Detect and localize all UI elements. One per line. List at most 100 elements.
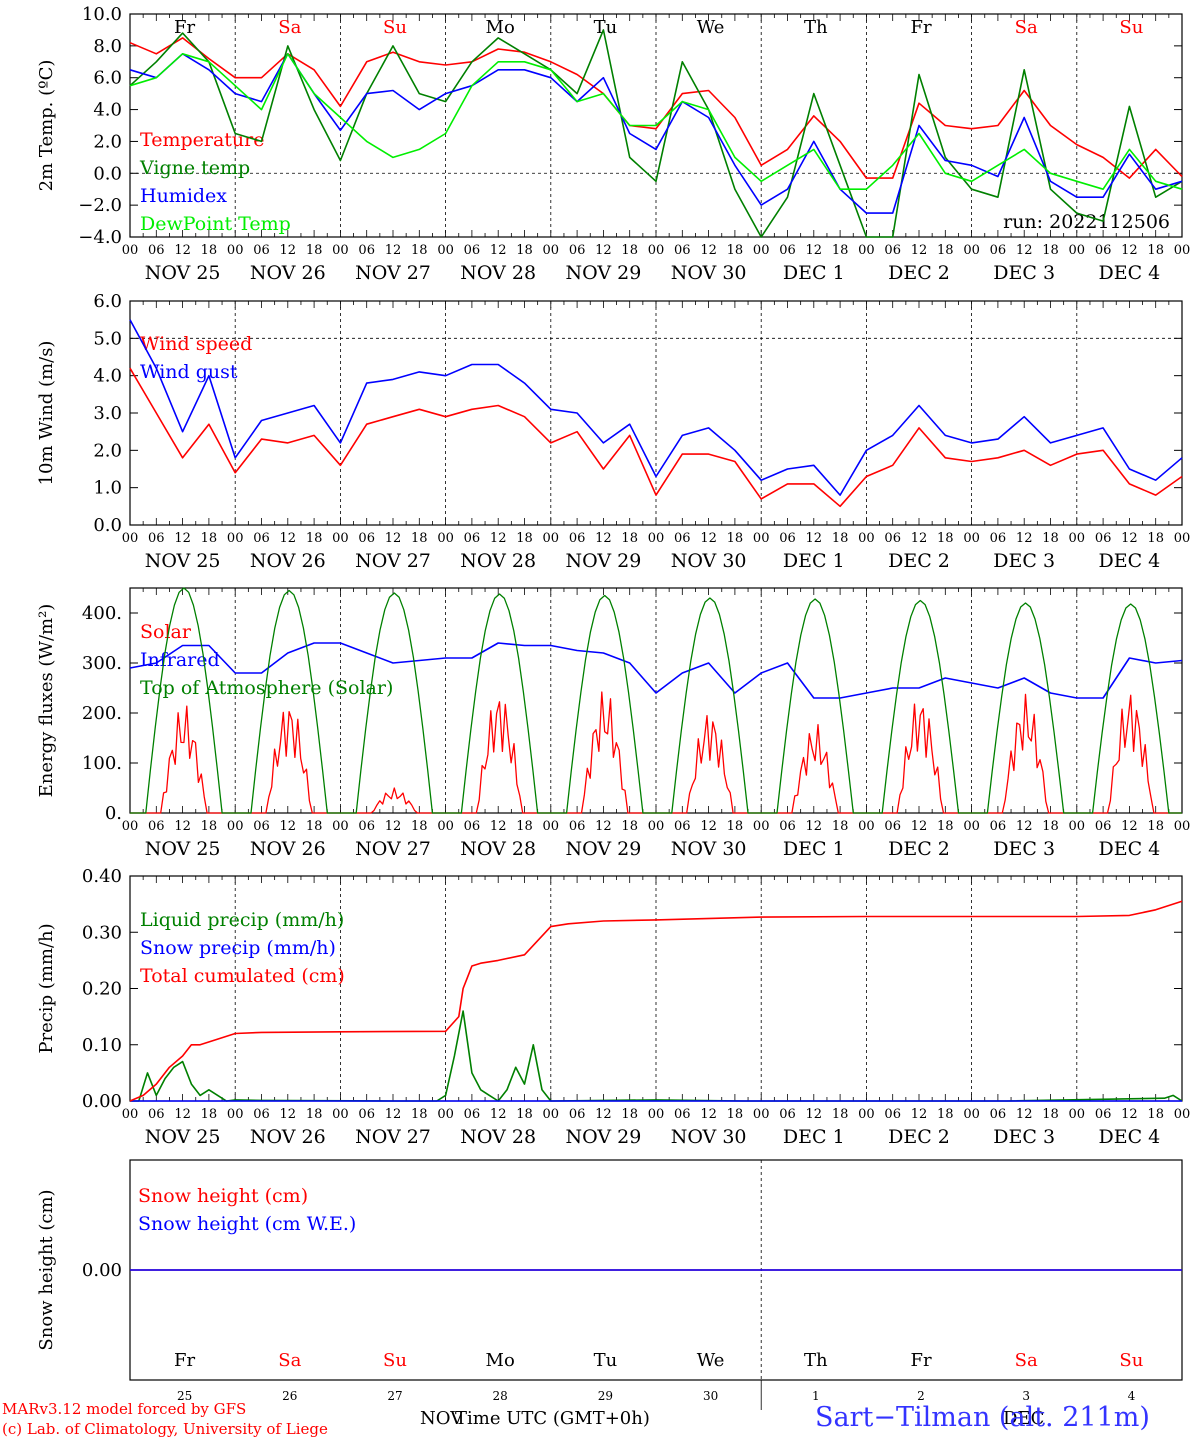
- snow-day-number: 29: [598, 1389, 613, 1403]
- wind-legend-1: Wind gust: [140, 361, 238, 383]
- snow-day-number: 26: [282, 1389, 297, 1403]
- wind-hour-label: 12: [490, 531, 507, 546]
- precip-date-label: DEC 3: [993, 1126, 1055, 1148]
- precip-hour-label: 18: [937, 1107, 954, 1122]
- precip-hour-label: 12: [1121, 1107, 1138, 1122]
- precip-hour-label: 18: [1147, 1107, 1164, 1122]
- flux-date-label: DEC 4: [1099, 838, 1161, 860]
- precip-hour-label: 00: [227, 1107, 244, 1122]
- temp-hour-label: 18: [937, 243, 954, 258]
- precip-date-label: NOV 28: [460, 1126, 536, 1148]
- credit-line-1: MARv3.12 model forced by GFS: [2, 1400, 247, 1418]
- wind-y-tick-label: 2.0: [93, 440, 122, 461]
- wind-hour-label: 12: [700, 531, 717, 546]
- wind-legend-0: Wind speed: [140, 333, 252, 355]
- flux-y-tick-label: 200.: [82, 703, 122, 724]
- wind-y-tick-label: 3.0: [93, 403, 122, 424]
- precip-hour-label: 12: [595, 1107, 612, 1122]
- precip-hour-label: 12: [700, 1107, 717, 1122]
- precip-hour-label: 06: [1095, 1107, 1112, 1122]
- credit-line-2: (c) Lab. of Climatology, University of L…: [2, 1420, 328, 1438]
- flux-y-axis-title: Energy fluxes (W/m²): [36, 604, 57, 798]
- temp-hour-label: 06: [674, 243, 691, 258]
- precip-hour-label: 12: [806, 1107, 823, 1122]
- temp-date-label: DEC 1: [783, 262, 845, 284]
- precip-legend-2: Total cumulated (cm): [140, 965, 345, 987]
- flux-hour-label: 18: [1147, 819, 1164, 834]
- precip-hour-label: 06: [674, 1107, 691, 1122]
- wind-hour-label: 06: [990, 531, 1007, 546]
- wind-panel: 6.0 5.0 4.0 3.0 2.0 1.0 0.0 10m Wind (m/s) Wind …: [36, 291, 1190, 572]
- wind-hour-label: 00: [1069, 531, 1086, 546]
- snow-day-number: 3: [1022, 1389, 1030, 1403]
- temp-series-temperature: [129, 37, 1183, 179]
- flux-date-label: NOV 27: [355, 838, 431, 860]
- flux-hour-label: 06: [358, 819, 375, 834]
- flux-hour-label: 06: [674, 819, 691, 834]
- x-axis-title: Time UTC (GMT+0h): [455, 1408, 650, 1429]
- flux-hour-label: 06: [569, 819, 586, 834]
- wind-date-label: NOV 25: [145, 550, 221, 572]
- flux-hour-label: 18: [937, 819, 954, 834]
- station-label: Sart−Tilman (alt. 211m): [815, 1402, 1150, 1433]
- temp-hour-label: 12: [595, 243, 612, 258]
- temp-y-tick-label: 4.0: [93, 100, 122, 121]
- flux-hour-label: 18: [1042, 819, 1059, 834]
- weekday-label: Fr: [910, 17, 931, 38]
- precip-hour-label: 00: [1174, 1107, 1191, 1122]
- temp-hour-label: 00: [1174, 243, 1191, 258]
- weekday-label: Tu: [594, 1350, 618, 1371]
- wind-hour-label: 00: [543, 531, 560, 546]
- wind-hour-label: 18: [832, 531, 849, 546]
- flux-hour-label: 12: [280, 819, 297, 834]
- precip-y-tick-label: 0.10: [82, 1035, 122, 1056]
- wind-hour-label: 00: [437, 531, 454, 546]
- flux-frame: [129, 587, 1183, 814]
- wind-hour-label: 12: [1121, 531, 1138, 546]
- wind-hour-label: 00: [1174, 531, 1191, 546]
- wind-hour-label: 00: [858, 531, 875, 546]
- flux-date-label: NOV 26: [250, 838, 326, 860]
- weekday-label: Sa: [278, 17, 301, 38]
- wind-date-label: DEC 3: [993, 550, 1055, 572]
- flux-hour-label: 18: [832, 819, 849, 834]
- temp-hour-label: 06: [569, 243, 586, 258]
- temp-hour-label: 12: [1016, 243, 1033, 258]
- flux-date-label: NOV 25: [145, 838, 221, 860]
- weekday-label: Su: [1119, 1350, 1143, 1371]
- flux-hour-label: 00: [1174, 819, 1191, 834]
- precip-date-label: NOV 29: [565, 1126, 641, 1148]
- precip-hour-label: 06: [464, 1107, 481, 1122]
- temp-hour-label: 00: [1069, 243, 1086, 258]
- temp-hour-label: 18: [306, 243, 323, 258]
- precip-hour-label: 00: [122, 1107, 139, 1122]
- temp-hour-label: 06: [779, 243, 796, 258]
- temp-hour-label: 18: [516, 243, 533, 258]
- precip-y-axis-title: Precip (mm/h): [36, 923, 57, 1053]
- wind-hour-label: 06: [148, 531, 165, 546]
- precip-date-label: DEC 2: [888, 1126, 950, 1148]
- precip-legend-1: Snow precip (mm/h): [140, 937, 336, 959]
- flux-hour-label: 00: [332, 819, 349, 834]
- precip-date-label: DEC 4: [1099, 1126, 1161, 1148]
- flux-hour-label: 00: [122, 819, 139, 834]
- flux-hour-label: 12: [174, 819, 191, 834]
- temp-hour-label: 12: [1121, 243, 1138, 258]
- flux-hour-label: 12: [911, 819, 928, 834]
- flux-series-infrared: [129, 642, 1183, 699]
- precip-hour-label: 00: [437, 1107, 454, 1122]
- temp-hour-label: 00: [648, 243, 665, 258]
- snow-day-number: 28: [493, 1389, 508, 1403]
- snow-day-number: 4: [1128, 1389, 1136, 1403]
- weekday-label: Tu: [594, 17, 618, 38]
- flux-hour-label: 00: [858, 819, 875, 834]
- weekday-label: Fr: [910, 1350, 931, 1371]
- weekday-label: Mo: [486, 1350, 515, 1371]
- temp-date-label: DEC 4: [1099, 262, 1161, 284]
- snow-panel: 0.00 Snow height (cm) Snow height (cm) Snow…: [36, 1159, 1183, 1410]
- precip-hour-label: 12: [911, 1107, 928, 1122]
- precip-hour-label: 18: [306, 1107, 323, 1122]
- flux-y-tick-label: 0.: [105, 803, 122, 824]
- wind-date-label: NOV 27: [355, 550, 431, 572]
